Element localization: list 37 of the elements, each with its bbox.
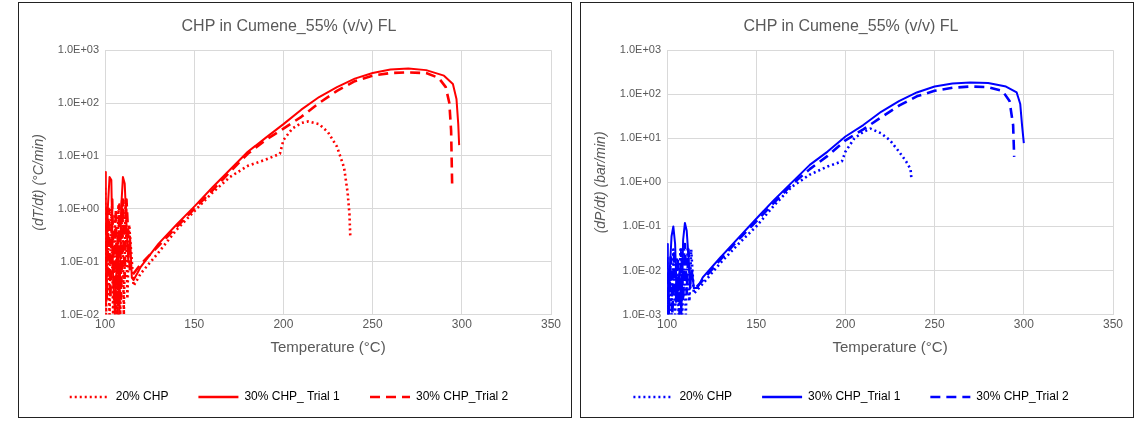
x-tick-label: 200 [835, 317, 856, 332]
x-tick-label: 250 [362, 317, 383, 332]
y-tick-label: 1.0E+00 [57, 201, 100, 214]
y-tick-label: 1.0E+03 [57, 43, 100, 56]
legend-label: 20% CHP [679, 389, 733, 404]
x-tick-label: 100 [657, 317, 678, 332]
y-tick-label: 1.0E+00 [619, 175, 662, 188]
x-axis-title: Temperature (°C) [270, 338, 386, 356]
y-tick-label: 1.0E+01 [57, 148, 100, 161]
legend-label: 20% CHP [115, 389, 169, 404]
x-tick-label: 100 [95, 317, 116, 332]
x-tick-label: 250 [924, 317, 945, 332]
y-tick-label: 1.0E+01 [619, 131, 662, 144]
x-tick-label: 200 [273, 317, 294, 332]
x-tick-label: 300 [1013, 317, 1035, 332]
chart-title: CHP in Cumene_55% (v/v) FL [743, 17, 959, 36]
chart-title: CHP in Cumene_55% (v/v) FL [181, 17, 397, 36]
y-tick-label: 1.0E-01 [60, 254, 100, 267]
x-tick-label: 350 [1102, 317, 1124, 332]
y-tick-label: 1.0E+02 [57, 96, 100, 109]
legend-label: 30% CHP_ Trial 1 [244, 389, 341, 404]
legend-label: 30% CHP_Trial 1 [808, 389, 901, 404]
y-axis-title: (dT/dt) (°C/min) [30, 134, 47, 231]
y-tick-label: 1.0E-02 [622, 263, 662, 276]
y-tick-label: 1.0E+02 [619, 87, 662, 100]
y-tick-label: 1.0E+03 [619, 43, 662, 56]
y-tick-label: 1.0E-01 [622, 219, 662, 232]
x-tick-label: 150 [184, 317, 205, 332]
x-tick-label: 150 [746, 317, 767, 332]
x-tick-label: 350 [540, 317, 562, 332]
x-tick-label: 300 [451, 317, 473, 332]
x-axis-title: Temperature (°C) [832, 338, 948, 356]
y-tick-label: 1.0E-02 [60, 307, 100, 320]
legend-label: 30% CHP_Trial 2 [416, 389, 509, 404]
y-axis-title: (dP/dt) (bar/min) [592, 131, 609, 234]
legend-label: 30% CHP_Trial 2 [976, 389, 1069, 404]
y-tick-label: 1.0E-03 [622, 307, 662, 320]
